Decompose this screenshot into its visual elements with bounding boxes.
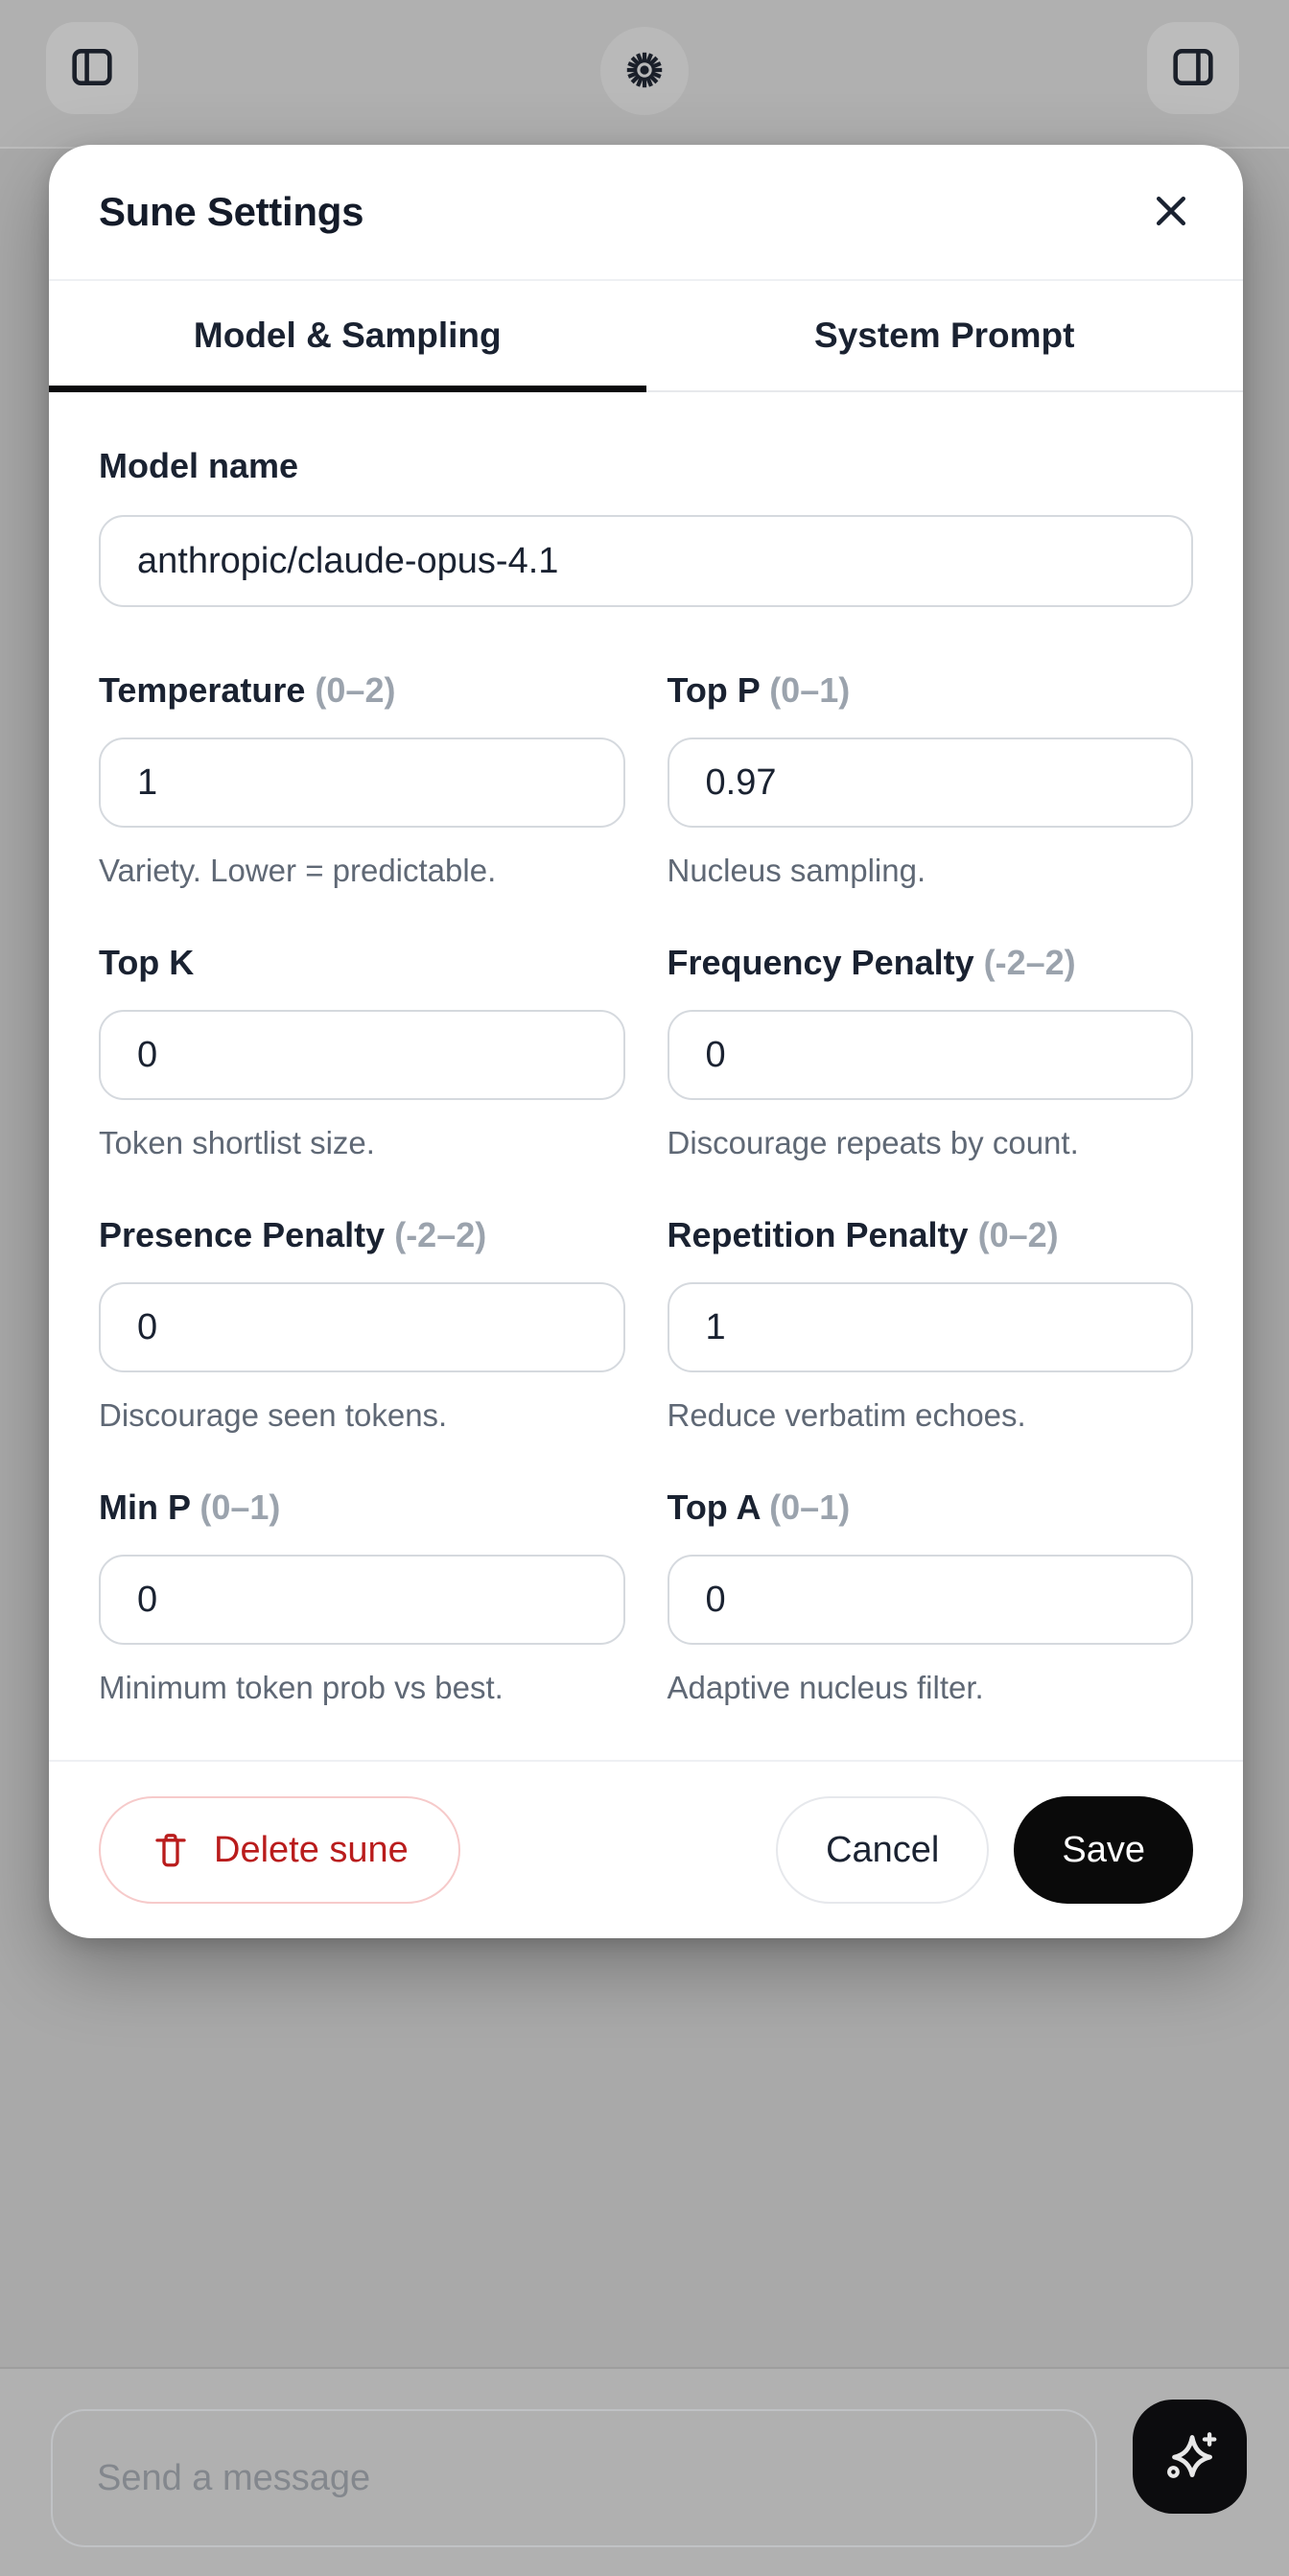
parameter-field: Temperature (0–2) Variety. Lower = predi…: [99, 670, 625, 889]
temperature-input[interactable]: [99, 738, 625, 828]
parameter-label: Top P: [667, 670, 761, 710]
parameter-range-hint: (0–2): [315, 670, 396, 710]
top-p-input[interactable]: [667, 738, 1193, 828]
parameter-helper-text: Reduce verbatim echoes.: [667, 1397, 1026, 1433]
starburst-icon: [622, 48, 667, 95]
parameter-range-hint: (-2–2): [394, 1215, 487, 1254]
parameter-helper-text: Variety. Lower = predictable.: [99, 853, 497, 888]
parameter-range-hint: (-2–2): [983, 943, 1076, 982]
cancel-button[interactable]: Cancel: [776, 1796, 990, 1904]
tab-model-sampling[interactable]: Model & Sampling: [49, 281, 646, 392]
parameter-range-hint: (0–1): [199, 1487, 281, 1527]
composer-bar: [0, 2367, 1289, 2576]
parameter-label: Temperature: [99, 670, 306, 710]
modal-header: Sune Settings: [49, 145, 1243, 281]
app-logo-button[interactable]: [600, 27, 689, 115]
repetition-penalty-input[interactable]: [667, 1282, 1193, 1372]
parameter-field: Top A (0–1) Adaptive nucleus filter.: [667, 1487, 1193, 1706]
frequency-penalty-input[interactable]: [667, 1010, 1193, 1100]
toggle-left-sidebar-button[interactable]: [46, 22, 138, 114]
parameter-field: Top P (0–1) Nucleus sampling.: [667, 670, 1193, 889]
parameter-helper-text: Minimum token prob vs best.: [99, 1670, 504, 1705]
parameter-label: Presence Penalty: [99, 1215, 386, 1254]
tab-model-sampling-label: Model & Sampling: [193, 316, 502, 355]
parameter-helper-text: Discourage seen tokens.: [99, 1397, 448, 1433]
parameter-helper-text: Discourage repeats by count.: [667, 1125, 1079, 1160]
parameter-label: Top K: [99, 943, 195, 982]
sidebar-left-icon: [68, 43, 116, 94]
parameter-label: Frequency Penalty: [667, 943, 974, 982]
parameter-field: Repetition Penalty (0–2) Reduce verbatim…: [667, 1215, 1193, 1434]
parameters-grid: Temperature (0–2) Variety. Lower = predi…: [99, 670, 1193, 1760]
tab-system-prompt-label: System Prompt: [814, 316, 1075, 355]
parameter-range-hint: (0–2): [977, 1215, 1059, 1254]
parameter-field: Min P (0–1) Minimum token prob vs best.: [99, 1487, 625, 1706]
top-a-input[interactable]: [667, 1555, 1193, 1645]
top-k-input[interactable]: [99, 1010, 625, 1100]
tab-bar: Model & Sampling System Prompt: [49, 281, 1243, 392]
footer-actions: Cancel Save: [776, 1796, 1193, 1904]
top-bar: [0, 0, 1289, 149]
model-name-label: Model name: [99, 446, 299, 485]
parameter-field: Presence Penalty (-2–2) Discourage seen …: [99, 1215, 625, 1434]
sune-settings-modal: Sune Settings Model & Sampling System Pr…: [49, 145, 1243, 1938]
parameter-label: Min P: [99, 1487, 191, 1527]
modal-content: Model name Temperature (0–2) Variety. Lo…: [49, 392, 1243, 1760]
parameter-range-hint: (0–1): [769, 670, 851, 710]
delete-sune-button[interactable]: Delete sune: [99, 1796, 460, 1904]
parameter-field: Frequency Penalty (-2–2) Discourage repe…: [667, 943, 1193, 1161]
parameter-helper-text: Token shortlist size.: [99, 1125, 375, 1160]
close-button[interactable]: [1137, 178, 1205, 246]
min-p-input[interactable]: [99, 1555, 625, 1645]
sidebar-right-icon: [1169, 43, 1217, 94]
model-name-input[interactable]: [99, 515, 1193, 607]
parameter-label: Top A: [667, 1487, 761, 1527]
toggle-right-sidebar-button[interactable]: [1147, 22, 1239, 114]
presence-penalty-input[interactable]: [99, 1282, 625, 1372]
parameter-range-hint: (0–1): [769, 1487, 851, 1527]
save-button[interactable]: Save: [1014, 1796, 1193, 1904]
model-name-field: Model name: [99, 446, 1193, 607]
message-input[interactable]: [51, 2409, 1097, 2547]
trash-icon: [151, 1830, 191, 1870]
parameter-label: Repetition Penalty: [667, 1215, 969, 1254]
modal-footer: Delete sune Cancel Save: [49, 1760, 1243, 1938]
parameter-helper-text: Nucleus sampling.: [667, 853, 926, 888]
close-icon: [1150, 190, 1192, 235]
modal-title: Sune Settings: [99, 189, 364, 234]
parameter-field: Top K Token shortlist size.: [99, 943, 625, 1161]
sparkle-button[interactable]: [1133, 2400, 1247, 2514]
delete-sune-label: Delete sune: [214, 1829, 409, 1870]
sparkle-plus-icon: [1159, 2424, 1222, 2490]
tab-system-prompt[interactable]: System Prompt: [646, 281, 1244, 390]
parameter-helper-text: Adaptive nucleus filter.: [667, 1670, 984, 1705]
